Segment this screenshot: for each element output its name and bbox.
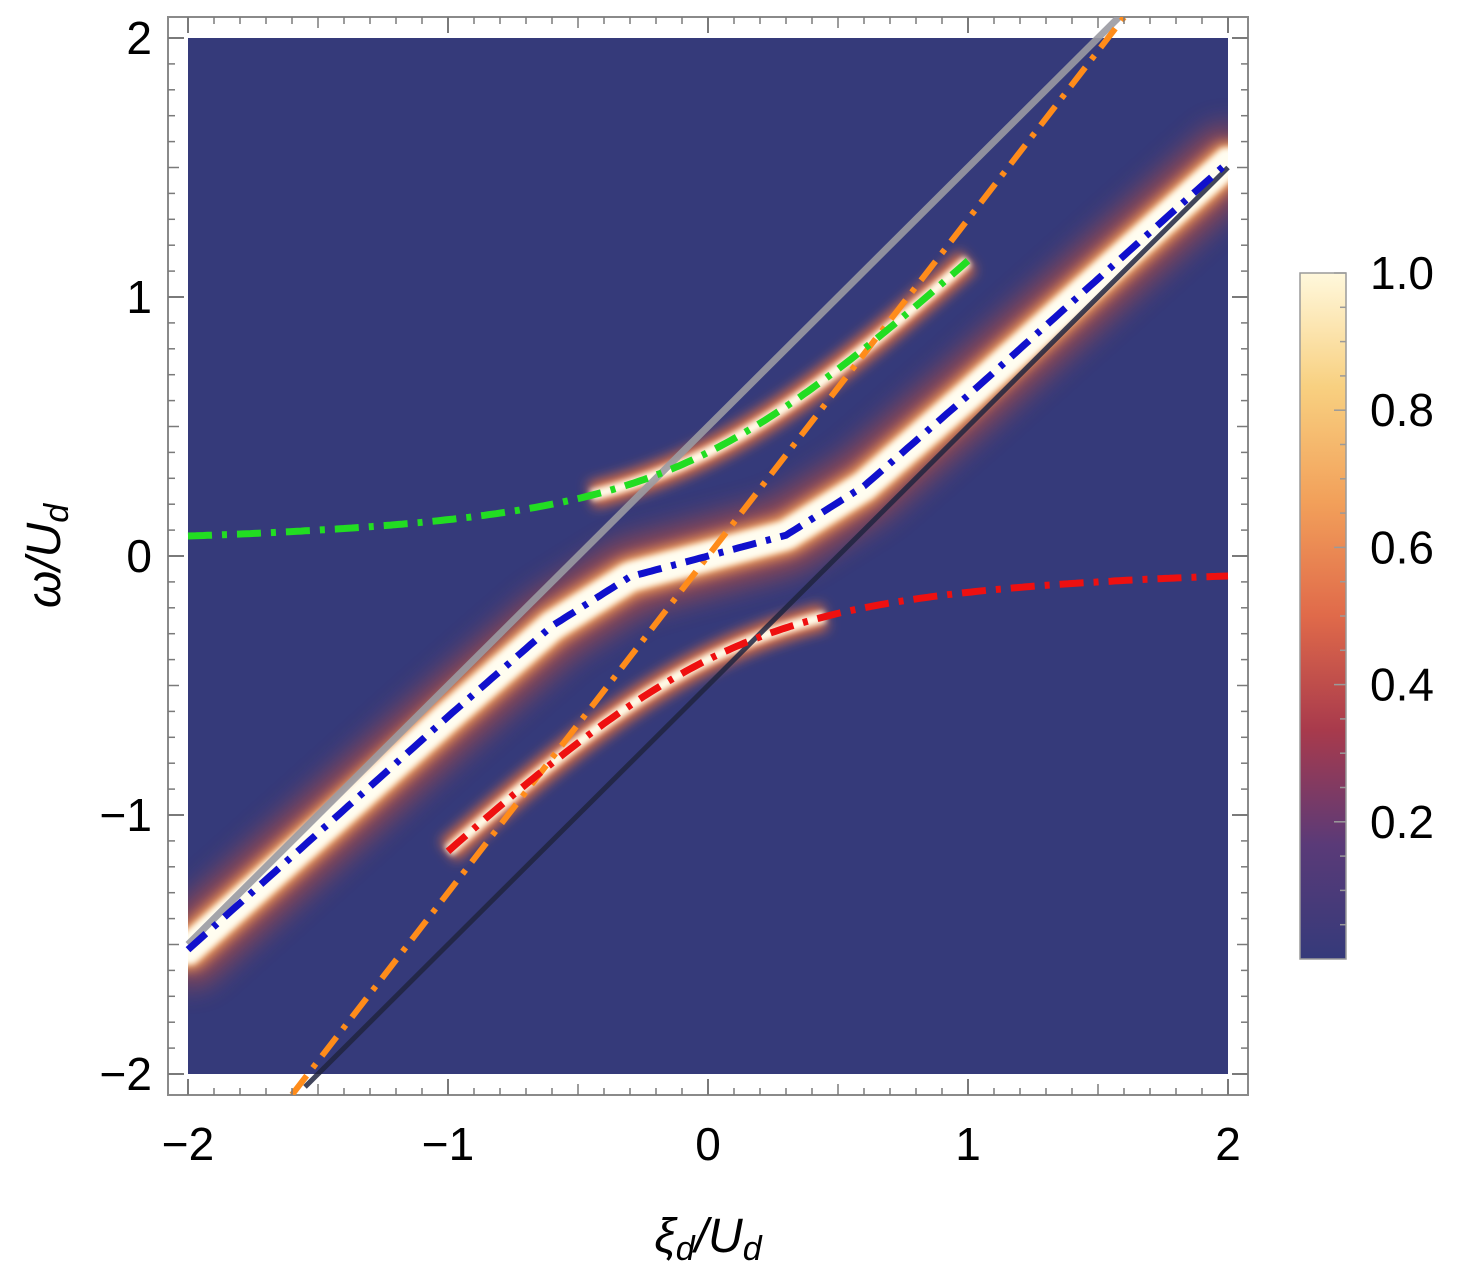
- dispersion-curves: [185, 17, 1231, 1095]
- y-tick-label: −1: [100, 789, 152, 841]
- x-tick-label: 0: [695, 1118, 721, 1170]
- colorbar-ticks: 0.2 0.4 0.6 0.8 1.0: [1334, 247, 1434, 926]
- colorbar-tick-label: 0.6: [1370, 521, 1434, 573]
- colorbar-tick-label: 0.4: [1370, 659, 1434, 711]
- x-tick-label: −2: [162, 1118, 214, 1170]
- series-line-green: [187, 258, 971, 540]
- colorbar: [1299, 272, 1347, 960]
- x-tick-label: 1: [955, 1118, 981, 1170]
- y-tick-label: 0: [126, 530, 152, 582]
- colorbar-tick-label: 1.0: [1370, 247, 1434, 299]
- y-tick-label: 1: [126, 271, 152, 323]
- y-axis-label: ω/Ud: [18, 503, 76, 608]
- y-tick-label: −2: [100, 1048, 152, 1100]
- x-axis-label: ξd/Ud: [654, 1210, 762, 1264]
- series-line-orange: [289, 17, 1127, 1095]
- series-line-gray: [185, 17, 1125, 947]
- x-tick-label: −1: [422, 1118, 474, 1170]
- colorbar-tick-label: 0.8: [1370, 384, 1434, 436]
- x-tick-label: 2: [1215, 1118, 1241, 1170]
- axis-ticks: [168, 17, 1248, 1095]
- colorbar-tick-label: 0.2: [1370, 796, 1434, 848]
- tick-labels: −2 −1 0 1 2 −2 −1 0 1 2: [100, 12, 1241, 1170]
- series-line-dark: [303, 165, 1230, 1089]
- series-line-red: [445, 572, 1229, 854]
- y-tick-label: 2: [126, 12, 152, 64]
- series-line-blue: [185, 159, 1231, 953]
